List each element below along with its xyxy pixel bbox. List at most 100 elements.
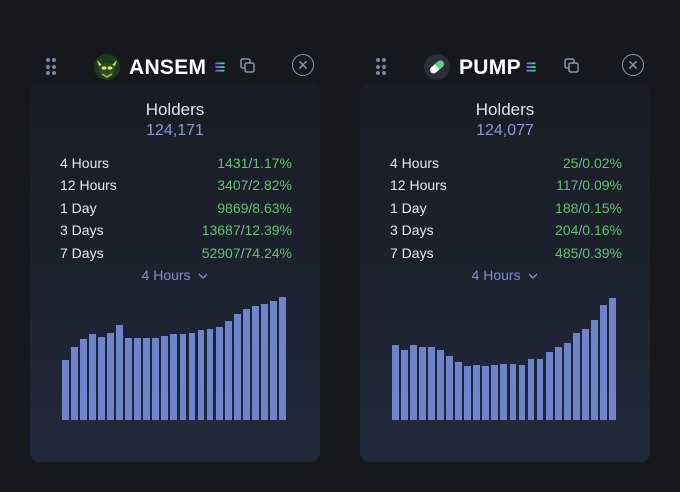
timeframe-value: 4 Hours	[471, 267, 521, 283]
stat-change: 204/0.16%	[555, 222, 622, 239]
token-name: ANSEM	[129, 56, 207, 79]
close-icon: ✕	[627, 56, 639, 73]
stat-change: 25/0.02%	[562, 155, 622, 171]
copy-icon[interactable]	[240, 58, 255, 73]
chart-bar	[482, 366, 490, 420]
drag-handle-icon[interactable]	[376, 58, 386, 76]
stat-row: 3 Days 13687/12.39%	[60, 219, 292, 241]
chart-bar	[500, 363, 508, 420]
chart-bar	[62, 359, 69, 420]
holders-label: Holders	[145, 100, 205, 119]
holders-bar-chart	[392, 292, 618, 420]
chart-bar	[188, 333, 196, 420]
chart-bar	[437, 349, 445, 420]
token-panel-pump: PUMP ✕ Holders 124,077 4 Hours 25/0.02% …	[348, 42, 664, 464]
stat-row: 1 Day 188/0.15%	[390, 197, 622, 219]
chart-bar	[179, 334, 187, 420]
stat-change: 1431/1.17%	[217, 155, 292, 171]
chart-bar	[161, 335, 169, 420]
solana-icon	[215, 62, 225, 72]
chart-bar	[134, 338, 142, 420]
stat-change: 3407/2.82%	[217, 177, 292, 194]
chart-bar	[446, 356, 454, 420]
stat-row: 3 Days 204/0.16%	[390, 219, 622, 241]
holders-label: Holders	[475, 100, 535, 119]
chart-bar	[536, 358, 544, 420]
copy-icon[interactable]	[564, 58, 579, 73]
chart-bar	[197, 330, 205, 420]
ansem-token-avatar-icon	[94, 54, 120, 80]
chart-bar	[170, 334, 178, 420]
chart-bar	[206, 329, 214, 420]
chevron-down-icon	[198, 273, 208, 279]
stat-row: 12 Hours 3407/2.82%	[60, 174, 292, 196]
pill-icon	[424, 54, 450, 80]
chart-bar	[455, 362, 463, 420]
chart-bar	[473, 365, 481, 420]
holders-bar-chart	[62, 292, 288, 420]
stat-change: 9869/8.63%	[217, 199, 292, 216]
chart-bar	[251, 306, 259, 420]
chart-bar	[98, 336, 106, 420]
chart-bar	[572, 333, 580, 420]
chart-bar	[107, 333, 115, 420]
chart-bar	[419, 347, 426, 420]
stat-row: 12 Hours 117/0.09%	[390, 174, 622, 196]
close-button[interactable]: ✕	[292, 54, 314, 76]
stat-change: 117/0.09%	[556, 177, 622, 194]
chart-bar	[233, 313, 241, 420]
timeframe-dropdown[interactable]: 4 Hours	[360, 267, 650, 283]
stat-period: 3 Days	[60, 222, 104, 239]
chart-bar	[554, 347, 562, 420]
stat-period: 3 Days	[390, 222, 434, 239]
holder-change-stats: 4 Hours 1431/1.17% 12 Hours 3407/2.82% 1…	[60, 152, 292, 264]
chart-bar	[563, 343, 571, 420]
timeframe-value: 4 Hours	[141, 267, 191, 283]
stat-period: 7 Days	[390, 244, 434, 261]
stat-period: 1 Day	[60, 199, 97, 216]
stat-change: 52907/74.24%	[201, 244, 292, 261]
chart-bar	[464, 366, 472, 420]
chart-bar	[518, 365, 526, 420]
chart-bar	[599, 304, 607, 420]
chart-bar	[80, 339, 87, 420]
chart-bar	[509, 363, 517, 420]
stat-change: 13687/12.39%	[201, 222, 292, 239]
chart-bar	[608, 298, 616, 420]
drag-handle-icon[interactable]	[46, 58, 56, 76]
stat-row: 4 Hours 25/0.02%	[390, 152, 622, 174]
holders-count: 124,171	[146, 122, 204, 139]
token-name: PUMP	[459, 56, 521, 79]
close-icon: ✕	[297, 56, 309, 73]
stat-period: 7 Days	[60, 244, 104, 261]
token-panel-ansem: ANSEM ✕ Holders 124,171 4 Hours 1431/1.1…	[18, 42, 334, 464]
stat-row: 1 Day 9869/8.63%	[60, 197, 292, 219]
chart-bar	[401, 349, 408, 420]
close-button[interactable]: ✕	[622, 54, 644, 76]
stat-period: 4 Hours	[390, 155, 440, 171]
chevron-down-icon	[528, 273, 538, 279]
chart-bar	[392, 344, 399, 420]
holders-count: 124,077	[476, 122, 534, 139]
stat-period: 4 Hours	[60, 155, 110, 171]
chart-bar	[89, 334, 96, 420]
chart-bar	[491, 365, 499, 420]
stat-row: 4 Hours 1431/1.17%	[60, 152, 292, 174]
solana-icon	[526, 62, 536, 72]
chart-bar	[116, 325, 124, 420]
stat-period: 12 Hours	[390, 177, 447, 194]
chart-bar	[215, 326, 223, 420]
chart-bar	[269, 301, 277, 420]
chart-bar	[590, 320, 598, 420]
stat-change: 485/0.39%	[555, 244, 622, 261]
chart-bar	[71, 347, 78, 420]
chart-bar	[527, 358, 535, 420]
chart-bar	[224, 321, 232, 420]
stat-row: 7 Days 485/0.39%	[390, 242, 622, 264]
holder-change-stats: 4 Hours 25/0.02% 12 Hours 117/0.09% 1 Da…	[390, 152, 622, 264]
timeframe-dropdown[interactable]: 4 Hours	[30, 267, 320, 283]
stat-period: 1 Day	[390, 199, 427, 216]
stat-period: 12 Hours	[60, 177, 117, 194]
stat-change: 188/0.15%	[555, 199, 622, 216]
chart-bar	[545, 352, 553, 420]
